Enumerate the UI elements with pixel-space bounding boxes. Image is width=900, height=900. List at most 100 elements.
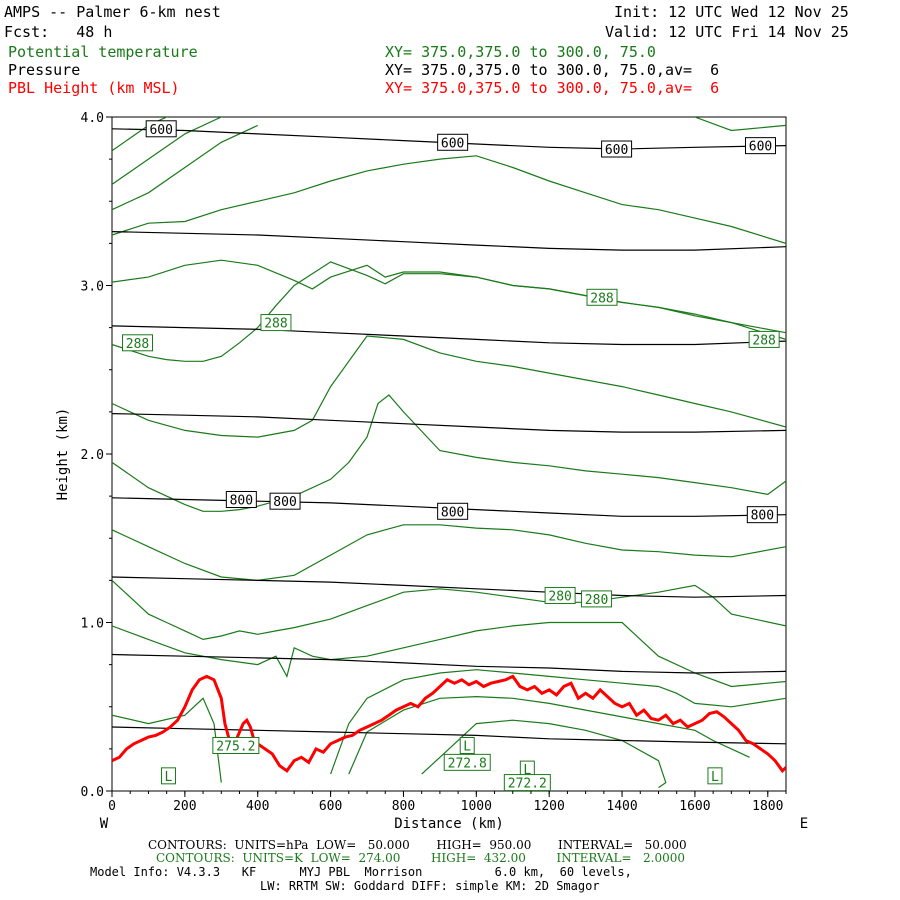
contour-label: 280: [548, 590, 571, 605]
init-time: Init: 12 UTC Wed 12 Nov 25: [614, 3, 849, 21]
low-marker-label: L: [711, 770, 719, 785]
theta-contour-9: [112, 524, 786, 582]
contour-label: 272.8: [448, 756, 487, 771]
theta-contours: [112, 117, 786, 789]
contour-label-box: [225, 490, 257, 508]
legend-xy-theta: XY= 375.0,375.0 to 300.0, 75.0: [385, 43, 656, 61]
pressure-contour-6: [112, 653, 786, 674]
pressure-contour-2: [112, 325, 786, 346]
theta-contour-10: [112, 579, 786, 641]
y-tick-label: 4.0: [81, 111, 104, 126]
contour-label: 600: [605, 143, 628, 158]
west-label: W: [100, 816, 109, 832]
contour-label-box: [269, 492, 301, 510]
contour-label: 800: [441, 505, 464, 520]
theta-contour-3: [112, 155, 786, 244]
contour-label: 288: [590, 291, 613, 306]
contour-label-box: [744, 137, 776, 155]
model-info-physics: LW: RRTM SW: Goddard DIFF: simple KM: 2D…: [260, 879, 600, 893]
contour-label: 288: [264, 317, 287, 332]
contour-label: 800: [273, 495, 296, 510]
x-tick-label: 600: [319, 799, 342, 814]
theta-contour-5: [112, 259, 786, 334]
contour-label-box: [459, 737, 475, 755]
contour-label: 600: [749, 140, 772, 155]
contour-label-box: [503, 774, 551, 792]
theta-contour-7: [112, 335, 786, 438]
theta-contour-6: [112, 261, 786, 362]
x-tick-label: 400: [246, 799, 269, 814]
pbl-height-series: [112, 674, 786, 774]
contour-label: 272.2: [508, 777, 547, 792]
legend-pressure: Pressure: [8, 61, 81, 79]
pressure-contour-7: [112, 726, 786, 745]
contour-label-box: [437, 502, 469, 520]
x-tick-label: 200: [173, 799, 196, 814]
contour-label: 800: [751, 509, 774, 524]
x-tick-label: 1800: [752, 799, 783, 814]
contours-pressure-info: CONTOURS: UNITS=hPa LOW= 50.000 HIGH= 95…: [148, 838, 687, 852]
contour-label: 288: [126, 337, 149, 352]
contour-labels: 600 600 600 600 800 800 800 800 288 288 288 288 280 2…: [122, 120, 780, 792]
pressure-contour-1: [112, 231, 786, 251]
pressure-contour-3: [112, 413, 786, 433]
pbl-height-line: [112, 674, 786, 774]
contour-label-box: [437, 133, 469, 151]
contour-label-box: [443, 753, 491, 771]
contours-theta-info: CONTOURS: UNITS=K LOW= 274.00 HIGH= 432.…: [156, 851, 685, 865]
contour-label-box: [746, 506, 778, 524]
theta-contour-0: [112, 117, 169, 152]
theta-contour-4: [694, 117, 786, 132]
contour-label: 280: [585, 593, 608, 608]
low-marker-label: L: [165, 770, 173, 785]
theta-contour-8: [112, 394, 786, 512]
contour-label-box: [601, 140, 633, 158]
contour-label-box: [748, 330, 780, 348]
contour-label-box: [160, 767, 176, 785]
theta-contour-12: [112, 697, 222, 783]
contour-label: 275.2: [216, 740, 255, 755]
x-tick-label: 1000: [461, 799, 492, 814]
model-info: Model Info: V4.3.3 KF MYJ PBL Morrison 6…: [90, 865, 632, 879]
pressure-contour-5: [112, 576, 786, 598]
contour-label-box: [707, 767, 723, 785]
theta-contour-1: [112, 117, 223, 185]
contour-label: 600: [149, 123, 172, 138]
x-tick-label: 1600: [679, 799, 710, 814]
x-tick-label: 1200: [534, 799, 565, 814]
plot-frame: [111, 116, 787, 792]
low-marker-label: L: [463, 740, 471, 755]
theta-contour-14: [348, 695, 750, 775]
theta-contour-11: [112, 621, 786, 688]
contour-label-box: [145, 120, 177, 138]
forecast-hour: Fcst: 48 h: [4, 23, 113, 41]
contour-label: 800: [230, 493, 253, 508]
contour-label-box: [122, 334, 154, 352]
pressure-contours: [112, 128, 786, 745]
contour-label-box: [581, 590, 613, 608]
valid-time: Valid: 12 UTC Fri 14 Nov 25: [605, 23, 849, 41]
legend-potential-temperature: Potential temperature: [8, 43, 198, 61]
contour-label-box: [260, 314, 292, 332]
x-tick-label: 800: [392, 799, 415, 814]
x-tick-label: 1400: [606, 799, 637, 814]
y-axis-label: Height (km): [55, 408, 71, 501]
contour-label: 288: [752, 333, 775, 348]
contour-label-box: [212, 737, 260, 755]
y-tick-label: 3.0: [81, 280, 104, 295]
y-tick-label: 0.0: [81, 785, 104, 800]
legend-xy-pbl: XY= 375.0,375.0 to 300.0, 75.0,av= 6: [385, 79, 720, 97]
x-tick-label: 0: [108, 799, 116, 814]
contour-label: 600: [441, 136, 464, 151]
theta-contour-2: [112, 124, 258, 211]
axes: 0 200 400 600 800 1000 1200 1400 1600 1800 0.0 1.0 2…: [55, 111, 808, 832]
legend-pbl-height: PBL Height (km MSL): [8, 79, 180, 97]
chart-title: AMPS -- Palmer 6-km nest: [4, 3, 221, 21]
x-axis-label: Distance (km): [394, 816, 504, 832]
y-tick-label: 2.0: [81, 448, 104, 463]
low-marker-label: L: [523, 763, 531, 778]
contour-label-box: [586, 288, 618, 306]
legend-xy-pressure: XY= 375.0,375.0 to 300.0, 75.0,av= 6: [385, 61, 720, 79]
y-tick-label: 1.0: [81, 617, 104, 632]
